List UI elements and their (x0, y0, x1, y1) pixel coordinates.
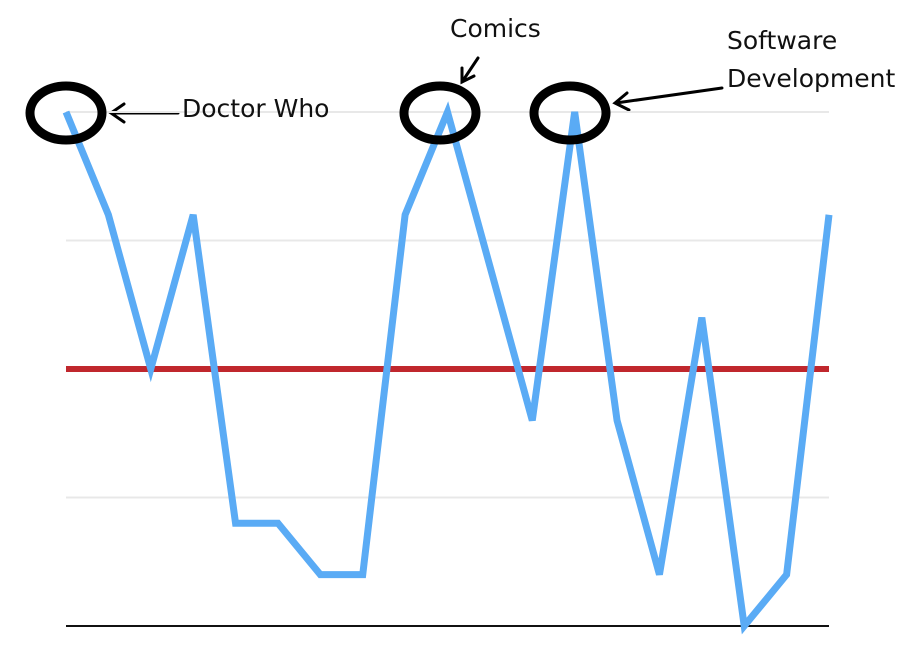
highlight-circle (529, 81, 611, 145)
series-line (62, 101, 833, 635)
arrow (612, 86, 724, 112)
highlight-circle (399, 81, 481, 145)
arrow (460, 56, 480, 85)
highlight-circle (25, 81, 107, 145)
annotation: Doctor Who (182, 94, 329, 123)
annotation: Software (727, 26, 837, 55)
annotation: Development (727, 64, 895, 93)
annotation: Comics (450, 14, 541, 43)
